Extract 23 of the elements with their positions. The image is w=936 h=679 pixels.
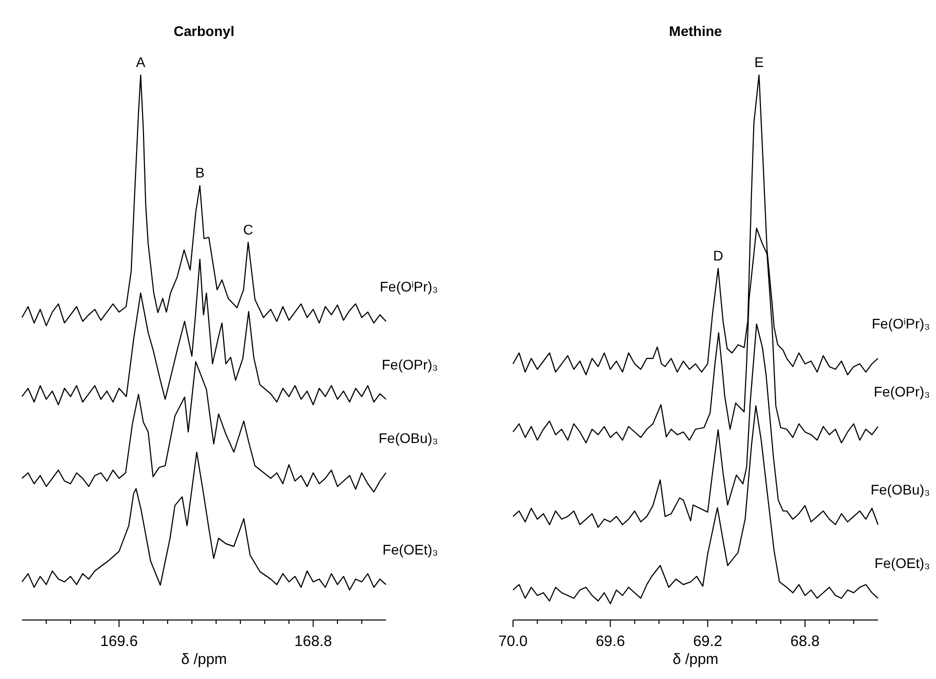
x-axis-title: δ /ppm (672, 651, 718, 668)
x-tick-label: 168.8 (294, 633, 332, 650)
series-label: Fe(OEt)₃ (874, 555, 930, 572)
series-label: Fe(OEt)₃ (382, 542, 438, 558)
series-label: Fe(OPr)₃ (382, 356, 438, 372)
x-axis-title: δ /ppm (181, 651, 227, 668)
chart-title: Methine (669, 23, 722, 39)
series-label: Fe(OPr)₃ (874, 384, 930, 400)
x-tick-label: 169.6 (100, 633, 138, 650)
chart-title: Carbonyl (174, 23, 234, 39)
series-label: Fe(OⁱPr)₃ (872, 315, 930, 332)
annotation: E (754, 54, 764, 70)
series-label: Fe(OⁱPr)₃ (380, 278, 438, 294)
x-tick-label: 69.6 (596, 633, 625, 650)
x-tick-label: 69.2 (693, 633, 722, 650)
annotation: D (713, 247, 724, 264)
x-tick-label: 68.8 (790, 633, 820, 650)
x-tick-label: 70.0 (498, 633, 528, 650)
annotation: A (136, 54, 146, 70)
annotation: B (195, 164, 205, 181)
series-label: Fe(OBu)₃ (378, 430, 438, 446)
annotation: C (243, 221, 254, 238)
series-label: Fe(OBu)₃ (870, 482, 930, 498)
